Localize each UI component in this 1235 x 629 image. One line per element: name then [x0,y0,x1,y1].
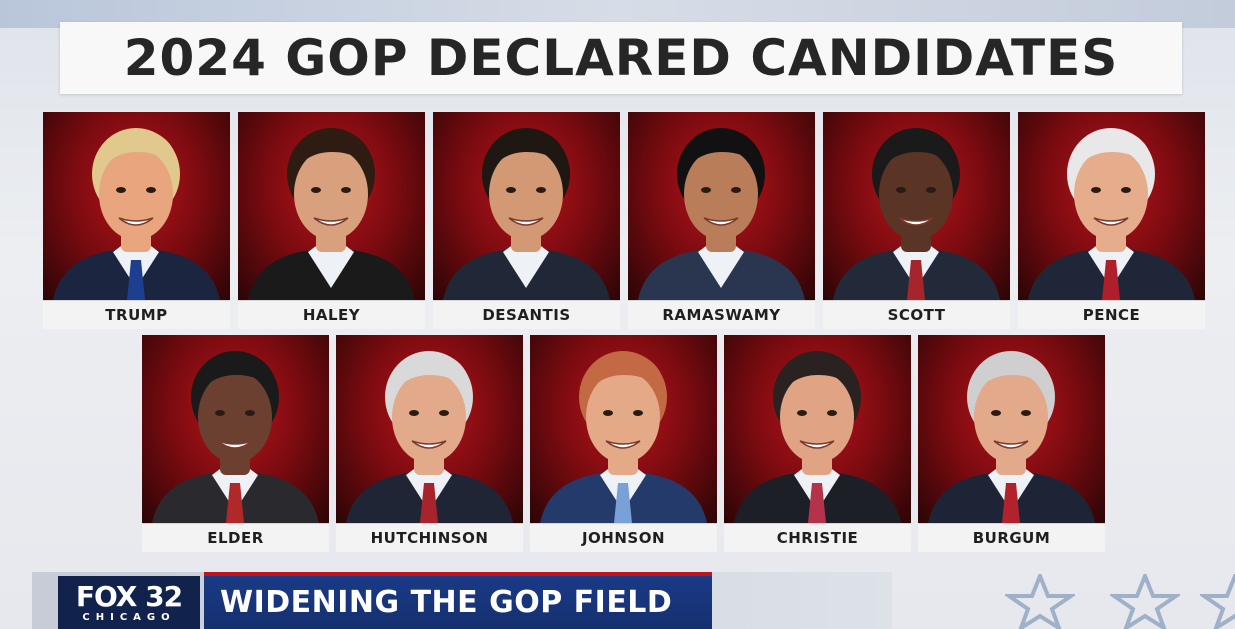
candidate-name: HALEY [302,306,361,324]
candidate-photo [530,335,717,523]
candidate-portrait [248,128,415,300]
candidate-card-johnson: JOHNSON [530,335,717,552]
candidate-card-trump: TRUMP [43,112,230,329]
page-title: 2024 GOP DECLARED CANDIDATES [123,29,1119,87]
candidate-card-haley: HALEY [238,112,425,329]
star-icon [1200,574,1235,629]
candidate-nameplate: RAMASWAMY [628,300,815,329]
star-icon [1005,574,1075,629]
title-banner: 2024 GOP DECLARED CANDIDATES [60,22,1182,94]
candidate-photo [1018,112,1205,300]
candidate-nameplate: ELDER [142,523,329,552]
candidate-portrait [734,351,901,523]
lower-third: FOX 32 CHICAGO WIDENING THE GOP FIELD [0,572,1235,629]
candidate-nameplate: CHRISTIE [724,523,911,552]
headline-accent-line [204,572,712,576]
candidate-nameplate: DESANTIS [433,300,620,329]
candidate-name: HUTCHINSON [370,529,489,547]
station-logo: FOX 32 CHICAGO [58,576,200,629]
candidate-nameplate: HUTCHINSON [336,523,523,552]
candidate-nameplate: SCOTT [823,300,1010,329]
candidate-portrait [443,128,610,300]
candidate-photo [43,112,230,300]
candidate-name: JOHNSON [581,529,666,547]
candidate-card-hutchinson: HUTCHINSON [336,335,523,552]
candidate-portrait [1028,128,1195,300]
candidate-card-elder: ELDER [142,335,329,552]
candidate-photo [142,335,329,523]
candidate-name: RAMASWAMY [662,306,781,324]
star-icon [1110,574,1180,629]
candidate-card-desantis: DESANTIS [433,112,620,329]
candidate-photo [433,112,620,300]
candidate-portrait [928,351,1095,523]
candidate-photo [238,112,425,300]
candidate-nameplate: BURGUM [918,523,1105,552]
candidate-name: BURGUM [972,529,1051,547]
candidate-card-burgum: BURGUM [918,335,1105,552]
candidate-name: DESANTIS [482,306,571,324]
candidate-photo [628,112,815,300]
candidate-card-scott: SCOTT [823,112,1010,329]
candidate-name: PENCE [1082,306,1141,324]
candidate-card-christie: CHRISTIE [724,335,911,552]
candidate-name: TRUMP [105,306,168,324]
candidate-card-ramaswamy: RAMASWAMY [628,112,815,329]
candidate-name: CHRISTIE [776,529,859,547]
candidate-name: ELDER [207,529,264,547]
candidate-photo [724,335,911,523]
candidate-card-pence: PENCE [1018,112,1205,329]
candidate-portrait [346,351,513,523]
logo-main-text: FOX 32 [75,579,183,613]
candidate-photo [918,335,1105,523]
candidate-portrait [540,351,707,523]
candidate-nameplate: TRUMP [43,300,230,329]
headline-box: WIDENING THE GOP FIELD [204,576,712,629]
candidate-photo [336,335,523,523]
candidate-nameplate: HALEY [238,300,425,329]
logo-sub-text: CHICAGO [82,611,176,623]
candidate-nameplate: JOHNSON [530,523,717,552]
candidate-nameplate: PENCE [1018,300,1205,329]
candidate-portrait [53,128,220,300]
candidate-photo [823,112,1010,300]
headline-text: WIDENING THE GOP FIELD [220,585,673,620]
candidate-portrait [638,128,805,300]
candidate-portrait [152,351,319,523]
candidate-name: SCOTT [887,306,946,324]
candidate-portrait [833,128,1000,300]
